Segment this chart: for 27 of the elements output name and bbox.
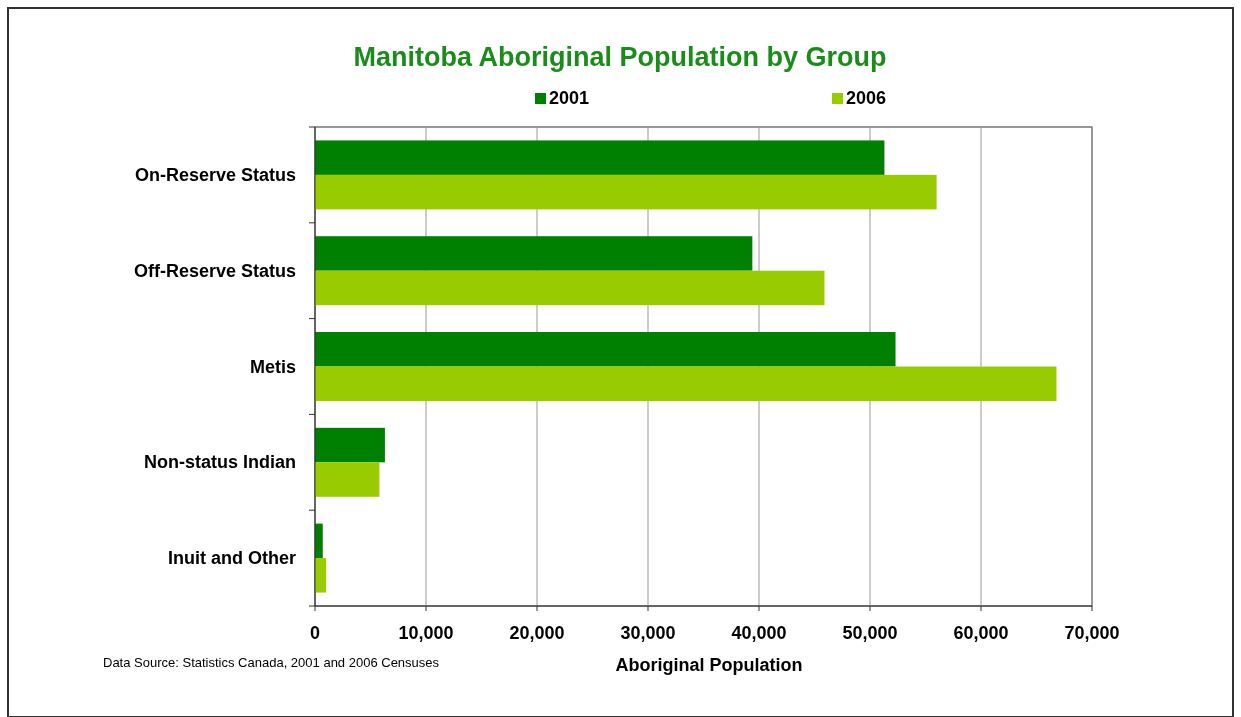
x-axis-title: Aboriginal Population — [615, 655, 803, 675]
x-tick-label: 40,000 — [731, 623, 787, 643]
x-tick-label: 0 — [309, 623, 321, 643]
x-tick-label: 30,000 — [620, 623, 676, 643]
bar — [315, 174, 937, 210]
x-tick-label: 20,000 — [509, 623, 565, 643]
bar — [315, 270, 825, 306]
bar — [315, 236, 753, 271]
bar — [315, 140, 885, 175]
x-tick-label: 70,000 — [1064, 623, 1120, 643]
y-tick-label: Metis — [249, 356, 296, 377]
x-tick-label: 60,000 — [953, 623, 1009, 643]
bar — [315, 558, 327, 593]
y-tick-label: Inuit and Other — [168, 548, 296, 569]
bar — [315, 332, 896, 367]
source-note: Data Source: Statistics Canada, 2001 and 2006 Censuses — [103, 655, 440, 670]
y-tick-label: Off-Reserve Status — [133, 260, 296, 281]
bar — [315, 462, 380, 497]
y-tick-label: On-Reserve Status — [134, 164, 296, 185]
legend-label: 2001 — [549, 88, 590, 108]
legend-label: 2006 — [846, 88, 887, 108]
y-tick-label: Non-status Indian — [144, 452, 296, 473]
chart-title: Manitoba Aboriginal Population by Group — [353, 42, 887, 72]
x-tick-label: 50,000 — [842, 623, 898, 643]
bar — [315, 427, 385, 463]
x-tick-label: 10,000 — [398, 623, 454, 643]
bar — [315, 366, 1057, 401]
